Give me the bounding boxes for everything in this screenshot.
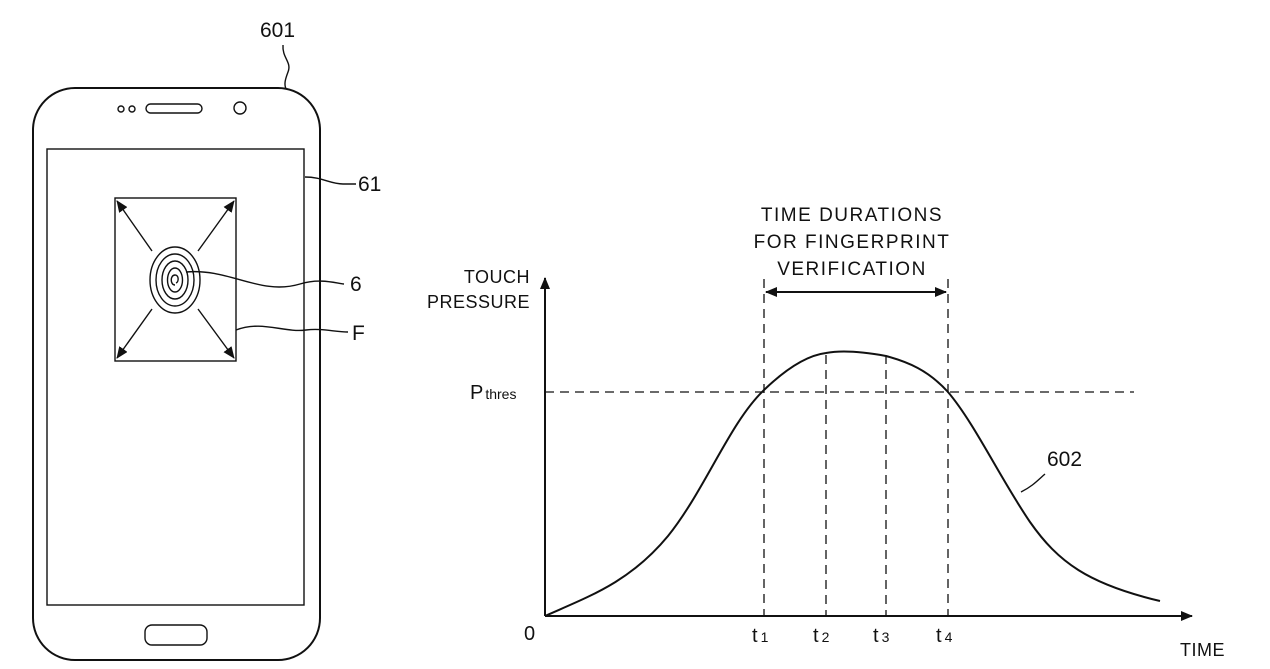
tick-t1-main: t — [752, 625, 758, 647]
fingerprint-icon — [149, 246, 201, 314]
phone-body — [32, 87, 321, 661]
annotation-line3: VERIFICATION — [777, 259, 927, 280]
y-axis-label-line2: PRESSURE — [427, 292, 530, 312]
phone-home-button — [144, 624, 208, 646]
fingerprint-sensing-area — [114, 197, 237, 362]
phone-camera — [233, 101, 247, 115]
annotation-line1: TIME DURATIONS — [761, 205, 943, 226]
label-6: 6 — [350, 273, 362, 296]
phone-callouts: 601 61 6 F — [185, 19, 381, 345]
annotation-line2: FOR FINGERPRINT — [754, 232, 951, 253]
pressure-curve — [544, 350, 1161, 617]
curve-callout-leader — [1020, 473, 1046, 493]
y-axis-label-line1: TOUCH — [464, 267, 530, 287]
phone-screen — [46, 148, 305, 606]
tick-t3-main: t — [873, 625, 879, 647]
tick-t1-sub: 1 — [761, 629, 769, 645]
expansion-arrows — [116, 200, 235, 359]
phone-speaker — [145, 103, 203, 114]
label-601: 601 — [260, 19, 295, 42]
label-602: 602 — [1047, 448, 1082, 471]
tick-t4-sub: 4 — [945, 629, 953, 645]
threshold-label-sub: thres — [485, 386, 516, 402]
tick-t2-main: t — [813, 625, 819, 647]
tick-t4-main: t — [936, 625, 942, 647]
smartphone — [32, 87, 321, 661]
threshold-label-main: P — [470, 382, 483, 404]
phone-sensor-dot — [117, 105, 125, 113]
tick-t3-sub: 3 — [882, 629, 890, 645]
tick-t2-sub: 2 — [822, 629, 830, 645]
label-F: F — [352, 322, 365, 345]
x-axis-label: TIME — [1180, 640, 1225, 660]
origin-label: 0 — [524, 623, 535, 645]
label-61: 61 — [358, 173, 381, 196]
phone-sensor-dot — [128, 105, 136, 113]
